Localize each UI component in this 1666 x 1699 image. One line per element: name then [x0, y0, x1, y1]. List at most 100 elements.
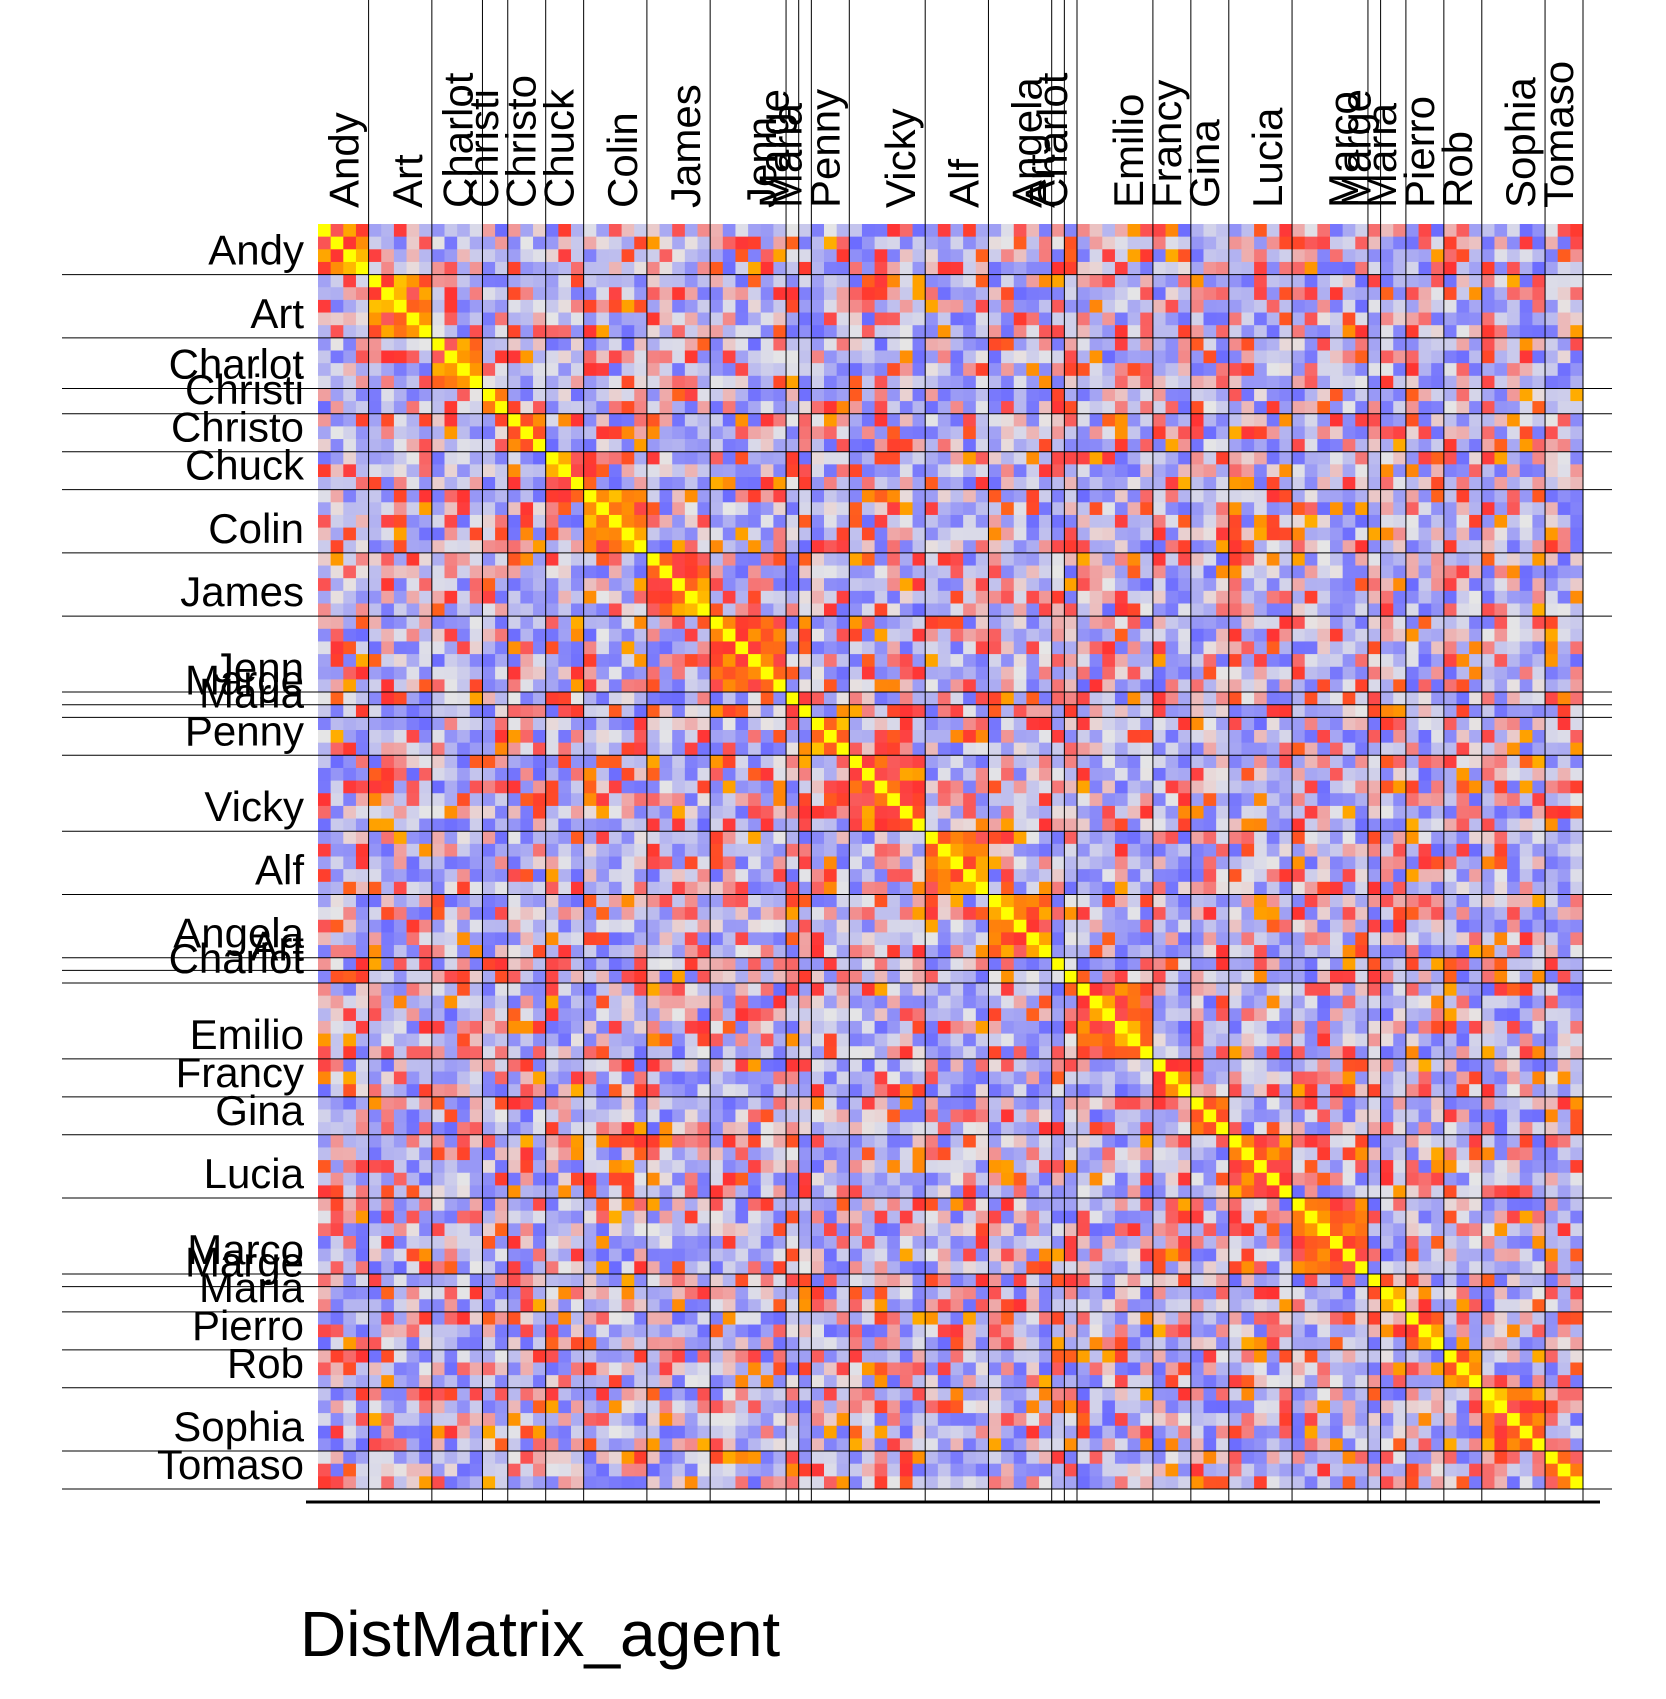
heatmap-cell — [495, 843, 509, 857]
heatmap-cell — [710, 552, 724, 566]
heatmap-cell — [558, 451, 572, 465]
heatmap-cell — [887, 413, 901, 427]
heatmap-cell — [1127, 299, 1141, 313]
heatmap-cell — [1545, 578, 1559, 592]
heatmap-cell — [1178, 742, 1192, 756]
heatmap-cell — [1077, 249, 1091, 263]
heatmap-cell — [634, 350, 648, 364]
heatmap-cell — [431, 540, 445, 554]
heatmap-cell — [1089, 679, 1103, 693]
heatmap-cell — [1001, 236, 1015, 250]
heatmap-cell — [836, 325, 850, 339]
heatmap-cell — [1405, 489, 1419, 503]
heatmap-cell — [811, 641, 825, 655]
heatmap-cell — [1279, 261, 1293, 275]
heatmap-cell — [520, 843, 534, 857]
heatmap-cell — [419, 540, 433, 554]
heatmap-cell — [1152, 337, 1166, 351]
heatmap-cell — [748, 628, 762, 642]
heatmap-cell — [925, 590, 939, 604]
heatmap-cell — [1418, 603, 1432, 617]
heatmap-cell — [1532, 641, 1546, 655]
heatmap-cell — [1380, 692, 1394, 706]
heatmap-cell — [393, 514, 407, 528]
heatmap-cell — [1292, 451, 1306, 465]
heatmap-cell — [659, 388, 673, 402]
heatmap-cell — [533, 641, 547, 655]
heatmap-cell — [659, 527, 673, 541]
heatmap-cell — [824, 780, 838, 794]
heatmap-cell — [495, 413, 509, 427]
heatmap-cell — [1292, 704, 1306, 718]
heatmap-cell — [533, 603, 547, 617]
heatmap-cell — [684, 287, 698, 301]
heatmap-cell — [836, 578, 850, 592]
heatmap-cell — [330, 489, 344, 503]
heatmap-cell — [963, 375, 977, 389]
heatmap-cell — [1431, 388, 1445, 402]
heatmap-cell — [583, 692, 597, 706]
heatmap-cell — [1355, 388, 1369, 402]
heatmap-cell — [1367, 742, 1381, 756]
heatmap-cell — [419, 679, 433, 693]
heatmap-cell — [1013, 552, 1027, 566]
heatmap-cell — [811, 565, 825, 579]
heatmap-cell — [507, 236, 521, 250]
heatmap-cell — [1367, 261, 1381, 275]
heatmap-cell — [608, 679, 622, 693]
heatmap-cell — [1405, 654, 1419, 668]
heatmap-cell — [1001, 603, 1015, 617]
heatmap-cell — [1279, 730, 1293, 744]
heatmap-cell — [1405, 818, 1419, 832]
heatmap-cell — [684, 426, 698, 440]
heatmap-cell — [710, 780, 724, 794]
heatmap-cell — [1001, 616, 1015, 630]
heatmap-cell — [1456, 831, 1470, 845]
heatmap-cell — [1456, 805, 1470, 819]
heatmap-cell — [1216, 388, 1230, 402]
heatmap-cell — [1367, 375, 1381, 389]
heatmap-cell — [1418, 843, 1432, 857]
heatmap-cell — [583, 375, 597, 389]
heatmap-cell — [1051, 654, 1065, 668]
heatmap-cell — [469, 413, 483, 427]
heatmap-cell — [722, 831, 736, 845]
heatmap-cell — [457, 502, 471, 516]
heatmap-cell — [545, 514, 559, 528]
heatmap-cell — [672, 552, 686, 566]
heatmap-cell — [1077, 527, 1091, 541]
heatmap-cell — [836, 717, 850, 731]
heatmap-cell — [1355, 603, 1369, 617]
heatmap-cell — [1380, 628, 1394, 642]
heatmap-cell — [457, 388, 471, 402]
heatmap-cell — [583, 704, 597, 718]
heatmap-cell — [760, 312, 774, 326]
heatmap-cell — [1001, 337, 1015, 351]
heatmap-cell — [545, 692, 559, 706]
heatmap-cell — [1140, 730, 1154, 744]
heatmap-cell — [887, 287, 901, 301]
heatmap-cell — [1507, 451, 1521, 465]
heatmap-cell — [1279, 679, 1293, 693]
heatmap-cell — [1102, 616, 1116, 630]
heatmap-cell — [760, 540, 774, 554]
heatmap-cell — [1355, 717, 1369, 731]
heatmap-cell — [722, 552, 736, 566]
heatmap-cell — [950, 514, 964, 528]
heatmap-cell — [912, 641, 926, 655]
heatmap-cell — [646, 413, 660, 427]
heatmap-cell — [583, 401, 597, 415]
heatmap-cell — [608, 413, 622, 427]
heatmap-cell — [874, 224, 888, 238]
heatmap-cell — [343, 413, 357, 427]
heatmap-cell — [988, 325, 1002, 339]
heatmap-cell — [1039, 628, 1053, 642]
heatmap-cell — [925, 274, 939, 288]
heatmap-cell — [1165, 552, 1179, 566]
heatmap-cell — [507, 654, 521, 668]
heatmap-cell — [899, 236, 913, 250]
heatmap-cell — [1317, 603, 1331, 617]
heatmap-cell — [431, 780, 445, 794]
heatmap-cell — [988, 793, 1002, 807]
heatmap-cell — [1532, 477, 1546, 491]
